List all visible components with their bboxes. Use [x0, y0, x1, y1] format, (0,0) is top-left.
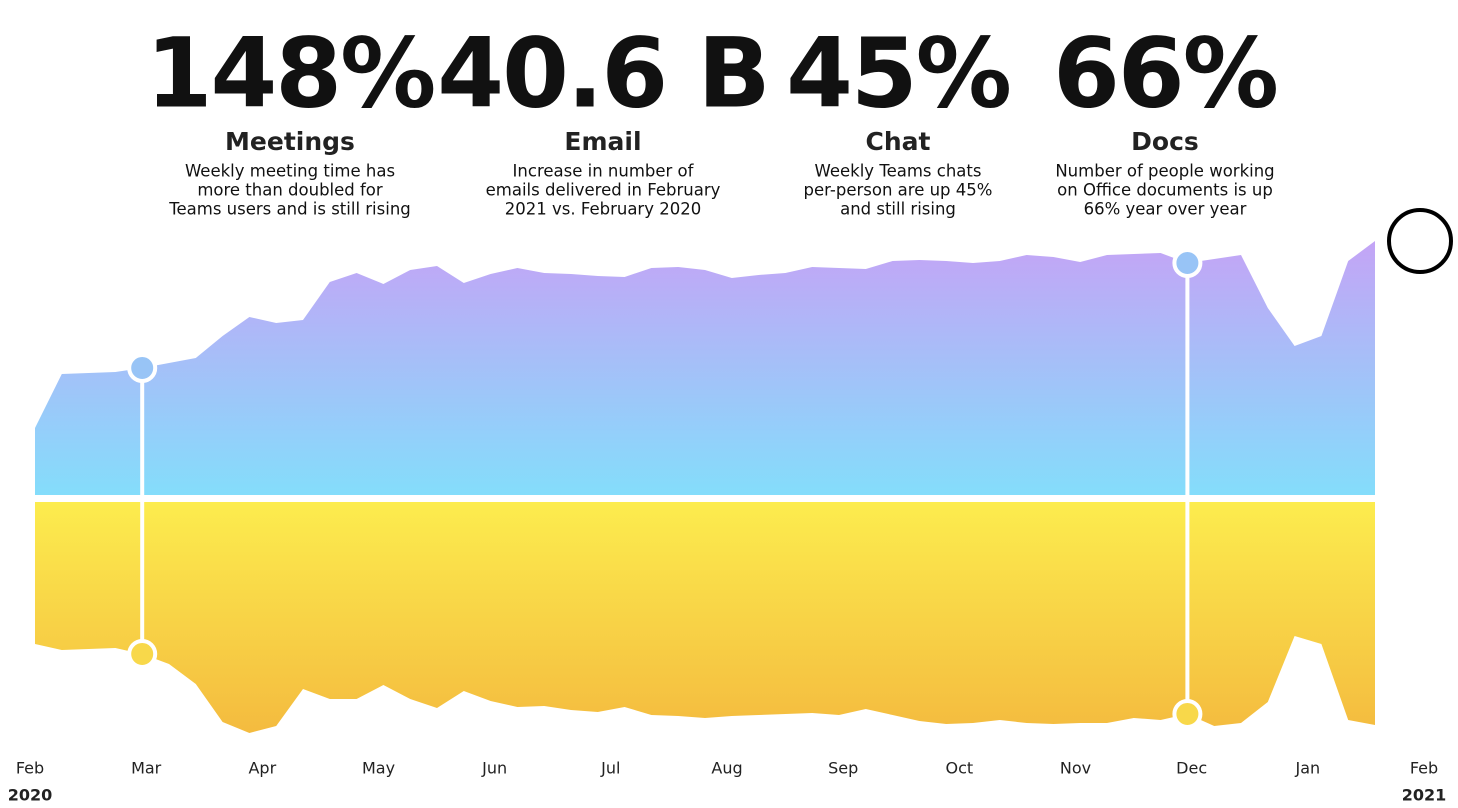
action-button[interactable] [1387, 208, 1453, 274]
stat-value: 45% [786, 17, 1010, 129]
stat-label: Meetings [225, 127, 355, 156]
stat-description: on Office documents is up [1057, 181, 1273, 200]
x-tick-label: Aug [711, 759, 742, 778]
x-tick-label: Feb [16, 759, 44, 778]
x-tick-label: Dec [1176, 759, 1207, 778]
stat-description: Teams users and is still rising [168, 200, 411, 219]
x-tick-label: Feb [1410, 759, 1438, 778]
x-tick-label: May [362, 759, 395, 778]
stat-value: 66% [1053, 17, 1277, 129]
stat-description: Increase in number of [513, 162, 695, 181]
stat-label: Email [564, 127, 641, 156]
area [35, 241, 1375, 495]
stat-description: Weekly Teams chats [815, 162, 982, 181]
stat-description: Weekly meeting time has [185, 162, 395, 181]
x-tick-label: Jan [1294, 759, 1320, 778]
stat-description: and still rising [840, 200, 956, 219]
x-tick-label: Jul [600, 759, 620, 778]
marker-point [1172, 699, 1203, 729]
stat-value: 148% [146, 17, 435, 129]
stat-description: per-person are up 45% [804, 181, 993, 200]
x-tick-label: Apr [248, 759, 276, 778]
marker-point [127, 639, 158, 669]
stat-description: emails delivered in February [486, 181, 721, 200]
x-tick-label: Sep [828, 759, 858, 778]
marker-point [127, 353, 158, 383]
area [35, 502, 1375, 733]
marker-point [1172, 248, 1203, 278]
x-year-label: 2021 [1402, 786, 1447, 805]
stat-description: 2021 vs. February 2020 [505, 200, 701, 219]
x-year-label: 2020 [8, 786, 53, 805]
x-tick-label: Oct [945, 759, 973, 778]
stat-description: Number of people working [1055, 162, 1274, 181]
x-tick-label: Nov [1060, 759, 1091, 778]
x-tick-label: Mar [131, 759, 162, 778]
stat-description: 66% year over year [1084, 200, 1247, 219]
x-tick-label: Jun [481, 759, 507, 778]
stat-description: more than doubled for [197, 181, 383, 200]
stat-label: Docs [1131, 127, 1199, 156]
stat-label: Chat [866, 127, 931, 156]
stat-value: 40.6 B [437, 17, 768, 129]
